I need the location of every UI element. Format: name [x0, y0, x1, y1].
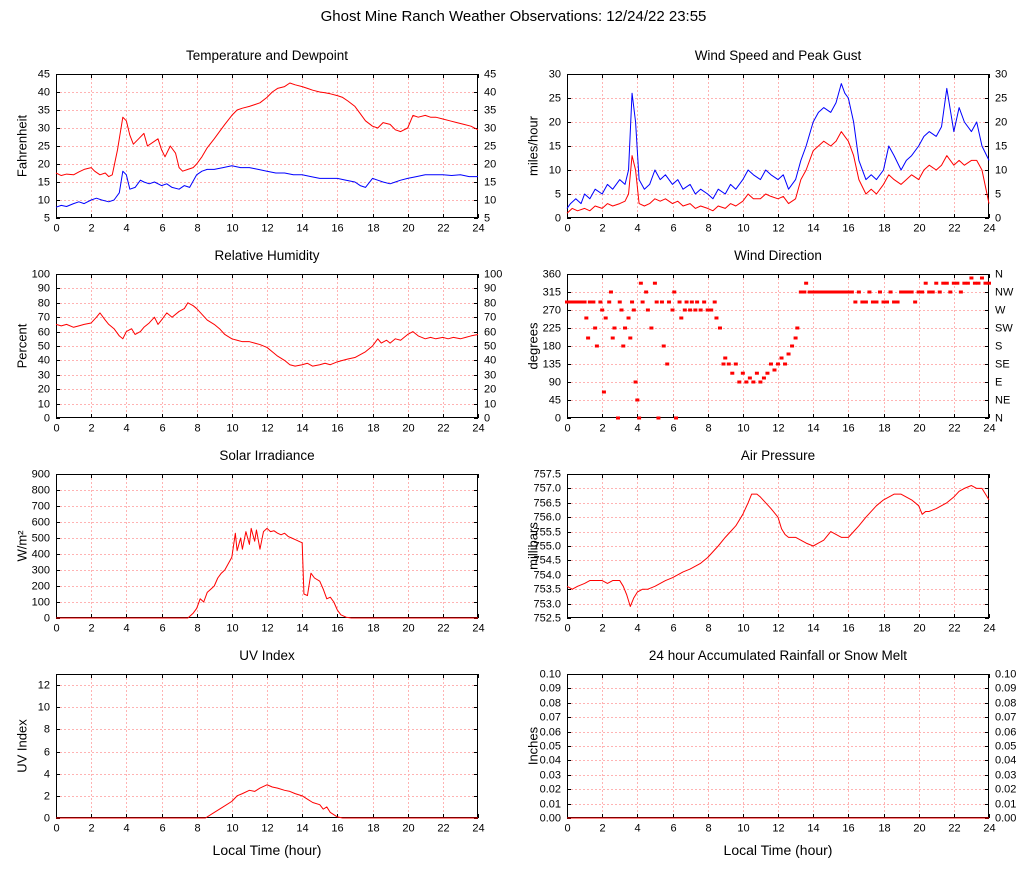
x-axis-label: Local Time (hour)	[723, 842, 833, 858]
chart-title: 24 hour Accumulated Rainfall or Snow Mel…	[648, 648, 908, 663]
relative-humidity-plot	[8, 270, 508, 440]
wind-direction-plot	[519, 270, 1019, 440]
wind-speed-gust-plot	[519, 70, 1019, 240]
chart-temperature-dewpoint: Temperature and Dewpoint Fahrenheit	[8, 48, 508, 248]
chart-title: Solar Irradiance	[219, 448, 315, 463]
chart-title: Temperature and Dewpoint	[185, 48, 349, 63]
page-title: Ghost Mine Ranch Weather Observations: 1…	[320, 8, 707, 25]
chart-title: Wind Speed and Peak Gust	[694, 48, 862, 63]
temperature-dewpoint-plot	[8, 70, 508, 240]
chart-solar-irradiance: Solar Irradiance W/m²	[8, 448, 508, 648]
air-pressure-plot	[519, 470, 1019, 640]
solar-irradiance-plot	[8, 470, 508, 640]
chart-title: Air Pressure	[740, 448, 816, 463]
chart-relative-humidity: Relative Humidity Percent	[8, 248, 508, 448]
chart-wind-speed-gust: Wind Speed and Peak Gust miles/hour	[519, 48, 1019, 248]
x-axis-label: Local Time (hour)	[212, 842, 322, 858]
chart-title: UV Index	[239, 648, 295, 663]
rainfall-plot	[519, 670, 1019, 840]
chart-title: Relative Humidity	[214, 248, 320, 263]
chart-air-pressure: Air Pressure millibars	[519, 448, 1019, 648]
chart-title: Wind Direction	[734, 248, 822, 263]
chart-wind-direction: Wind Direction degrees	[519, 248, 1019, 448]
uv-index-plot	[8, 670, 508, 840]
chart-rainfall: 24 hour Accumulated Rainfall or Snow Mel…	[519, 648, 1019, 858]
chart-uv-index: UV Index UV Index Local Time (hour)	[8, 648, 508, 858]
